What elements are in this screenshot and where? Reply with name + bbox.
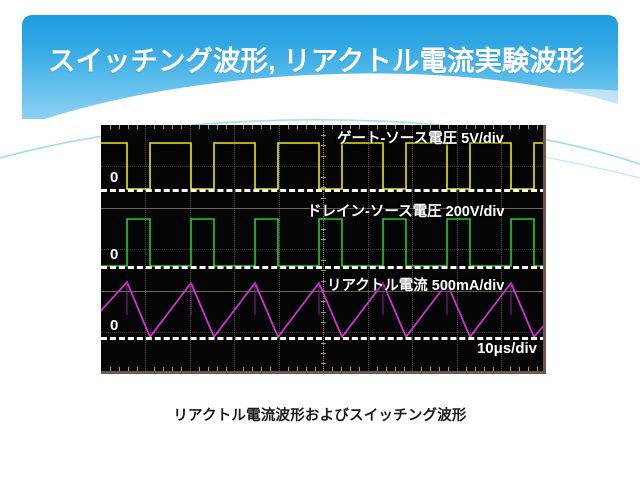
- zero-label-channel-1: 0: [110, 169, 119, 186]
- tick-row-top: [101, 125, 543, 132]
- grid-line-v: [457, 125, 458, 371]
- channel-label-reactor-current: リアクトル電流 500mA/div: [327, 278, 505, 294]
- grid-line-v: [412, 125, 413, 371]
- zero-label-channel-2: 0: [110, 246, 119, 263]
- grid-line-h: [101, 166, 543, 167]
- title-banner: スイッチング波形, リアクトル電流実験波形: [22, 15, 618, 119]
- grid-line-v: [234, 125, 235, 371]
- grid-line-h: [101, 208, 543, 209]
- timebase-label: 10μs/div: [476, 340, 537, 357]
- page-title: スイッチング波形, リアクトル電流実験波形: [48, 45, 585, 76]
- grid-line-v-center: [323, 125, 324, 371]
- tick-column-center: [321, 125, 328, 371]
- grid-line-v: [368, 125, 369, 371]
- grid-line-h: [101, 332, 543, 333]
- zero-line-channel-1: [101, 189, 543, 192]
- grid-line-v: [279, 125, 280, 371]
- trace-reactor-current: [101, 280, 543, 339]
- grid-line-h: [101, 249, 543, 250]
- grid-line-v: [145, 125, 146, 371]
- zero-line-channel-2: [101, 266, 543, 269]
- tick-row-bottom: [101, 364, 543, 371]
- oscilloscope-screenshot: 0 0 0 ゲート-ソース電圧 5V/div ドレイン-ソース電圧 200V/d…: [101, 125, 546, 374]
- channel-label-drain-source-voltage: ドレイン-ソース電圧 200V/div: [307, 204, 505, 220]
- channel-label-gate-source-voltage: ゲート-ソース電圧 5V/div: [337, 131, 504, 147]
- zero-line-channel-3: [101, 337, 543, 340]
- grid-line-v: [501, 125, 502, 371]
- zero-label-channel-3: 0: [110, 317, 119, 334]
- figure-caption: リアクトル電流波形およびスイッチング波形: [173, 408, 467, 424]
